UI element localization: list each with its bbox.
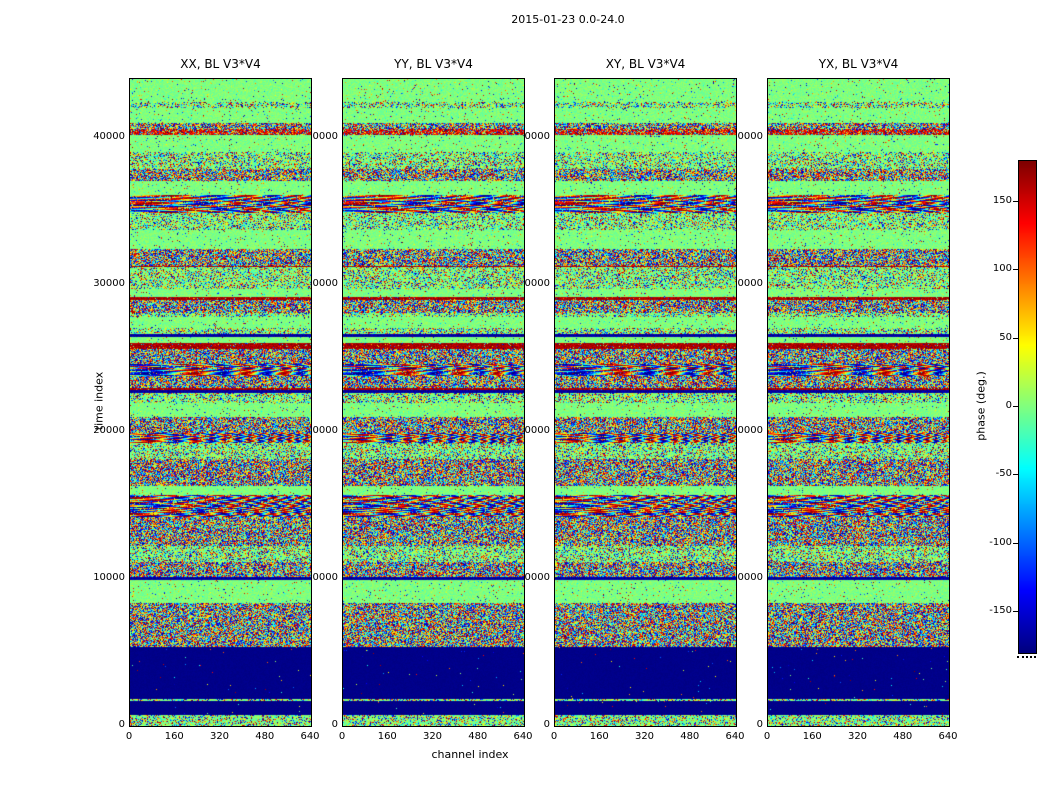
panel-title-xy: XY, BL V3*V4 [605, 57, 686, 71]
x-tick-label: 160 [164, 731, 184, 742]
colorbar-tick-mark [1013, 337, 1018, 339]
y-tick-label: 30000 [306, 277, 338, 289]
heatmap-panel-xy: XY, BL V3*V4 [554, 57, 737, 727]
y-tick-label: 0 [118, 719, 125, 730]
x-tick-label: 0 [550, 731, 558, 742]
colorbar-tick-label: 50 [999, 331, 1012, 343]
x-tick-label: 320 [209, 731, 230, 742]
colorbar-tick-mark [1013, 474, 1018, 476]
panel-title-yy: YY, BL V3*V4 [394, 57, 473, 71]
y-tick-label: 30000 [731, 277, 763, 289]
y-axis-label: time index [92, 371, 106, 431]
y-tick-label: 30000 [518, 277, 550, 289]
x-tick-label: 160 [377, 731, 397, 742]
x-tick-label: 480 [468, 731, 488, 742]
colorbar-tick-label: 100 [992, 263, 1012, 275]
colorbar-tick-mark [1013, 542, 1018, 544]
colorbar-tick-mark [1013, 269, 1018, 271]
x-tick-label: 480 [680, 731, 700, 742]
y-tick-label: 0 [543, 719, 550, 730]
colorbar-tick-label: 150 [992, 195, 1012, 206]
y-tick-label: 40000 [93, 130, 125, 142]
x-tick-label: 480 [893, 731, 913, 742]
x-tick-label: 0 [763, 731, 771, 742]
x-tick-label: 0 [125, 731, 133, 742]
y-tick-label: 10000 [93, 571, 125, 583]
x-tick-label: 320 [847, 731, 868, 742]
x-tick-label: 320 [422, 731, 443, 742]
y-tick-label: 40000 [306, 130, 338, 142]
y-tick-label: 20000 [93, 424, 125, 436]
y-tick-label: 20000 [306, 424, 338, 436]
colorbar-tick-mark [1013, 201, 1018, 202]
y-tick-label: 20000 [518, 424, 550, 436]
x-tick-label: 160 [802, 731, 822, 742]
heatmap-panel-xx: XX, BL V3*V4 [129, 57, 312, 727]
phase-heatmap-canvas-yy [343, 79, 524, 726]
colorbar [1018, 160, 1037, 654]
x-axis-label: channel index [431, 748, 509, 761]
y-tick-label: 40000 [518, 130, 550, 142]
panel-title-yx: YX, BL V3*V4 [818, 57, 899, 71]
x-tick-label: 320 [634, 731, 655, 742]
x-tick-label: 0 [338, 731, 346, 742]
colorbar-label: phase (deg.) [974, 371, 988, 441]
y-tick-label: 10000 [731, 571, 763, 583]
phase-heatmap-canvas-xy [555, 79, 736, 726]
heatmap-panel-yy: YY, BL V3*V4 [342, 57, 525, 727]
x-tick-label: 640 [725, 731, 745, 742]
colorbar-tick-label: 0 [1005, 400, 1012, 411]
panel-title-xx: XX, BL V3*V4 [180, 57, 261, 71]
x-tick-label: 640 [300, 731, 320, 742]
colorbar-gradient-canvas [1019, 161, 1036, 653]
y-tick-label: 10000 [306, 571, 338, 583]
x-tick-label: 160 [589, 731, 609, 742]
y-tick-label: 10000 [518, 571, 550, 583]
x-tick-label: 640 [513, 731, 533, 742]
colorbar-tick-label: -50 [995, 468, 1012, 480]
y-tick-label: 30000 [93, 277, 125, 289]
y-tick-label: 20000 [731, 424, 763, 436]
phase-heatmap-canvas-xx [130, 79, 311, 726]
x-tick-label: 480 [255, 731, 275, 742]
phase-heatmap-canvas-yx [768, 79, 949, 726]
x-tick-label: 640 [938, 731, 958, 742]
colorbar-tick-mark [1013, 406, 1018, 407]
heatmap-panel-yx: YX, BL V3*V4 [767, 57, 950, 727]
colorbar-tick-label: -100 [989, 536, 1012, 548]
colorbar-tick-label: -150 [989, 605, 1012, 616]
colorbar-tick-mark [1013, 611, 1018, 612]
figure-title: 2015-01-23 0.0-24.0 [511, 13, 625, 26]
y-tick-label: 0 [331, 719, 338, 730]
y-tick-label: 40000 [731, 130, 763, 142]
colorbar-dotted-edge [1017, 656, 1036, 658]
y-tick-label: 0 [756, 719, 763, 730]
